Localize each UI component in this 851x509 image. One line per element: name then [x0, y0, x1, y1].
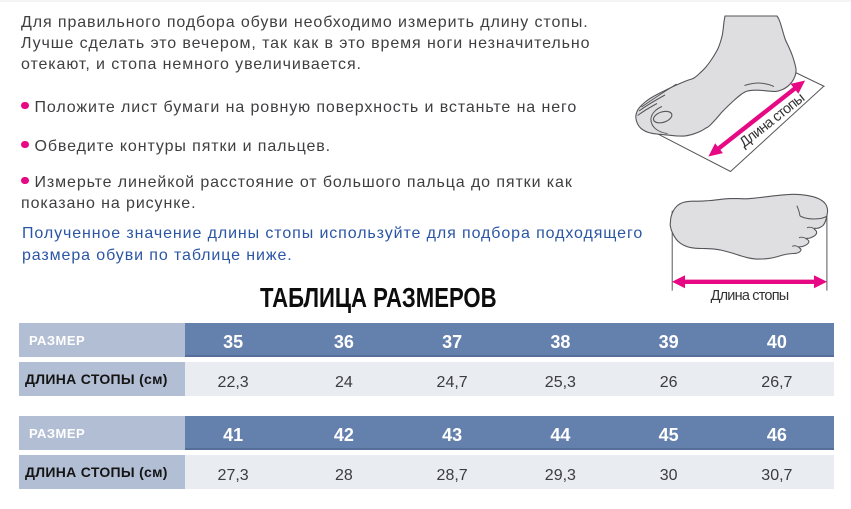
svg-text:Длина стопы: Длина стопы: [737, 90, 808, 151]
svg-text:Длина стопы: Длина стопы: [711, 288, 789, 304]
